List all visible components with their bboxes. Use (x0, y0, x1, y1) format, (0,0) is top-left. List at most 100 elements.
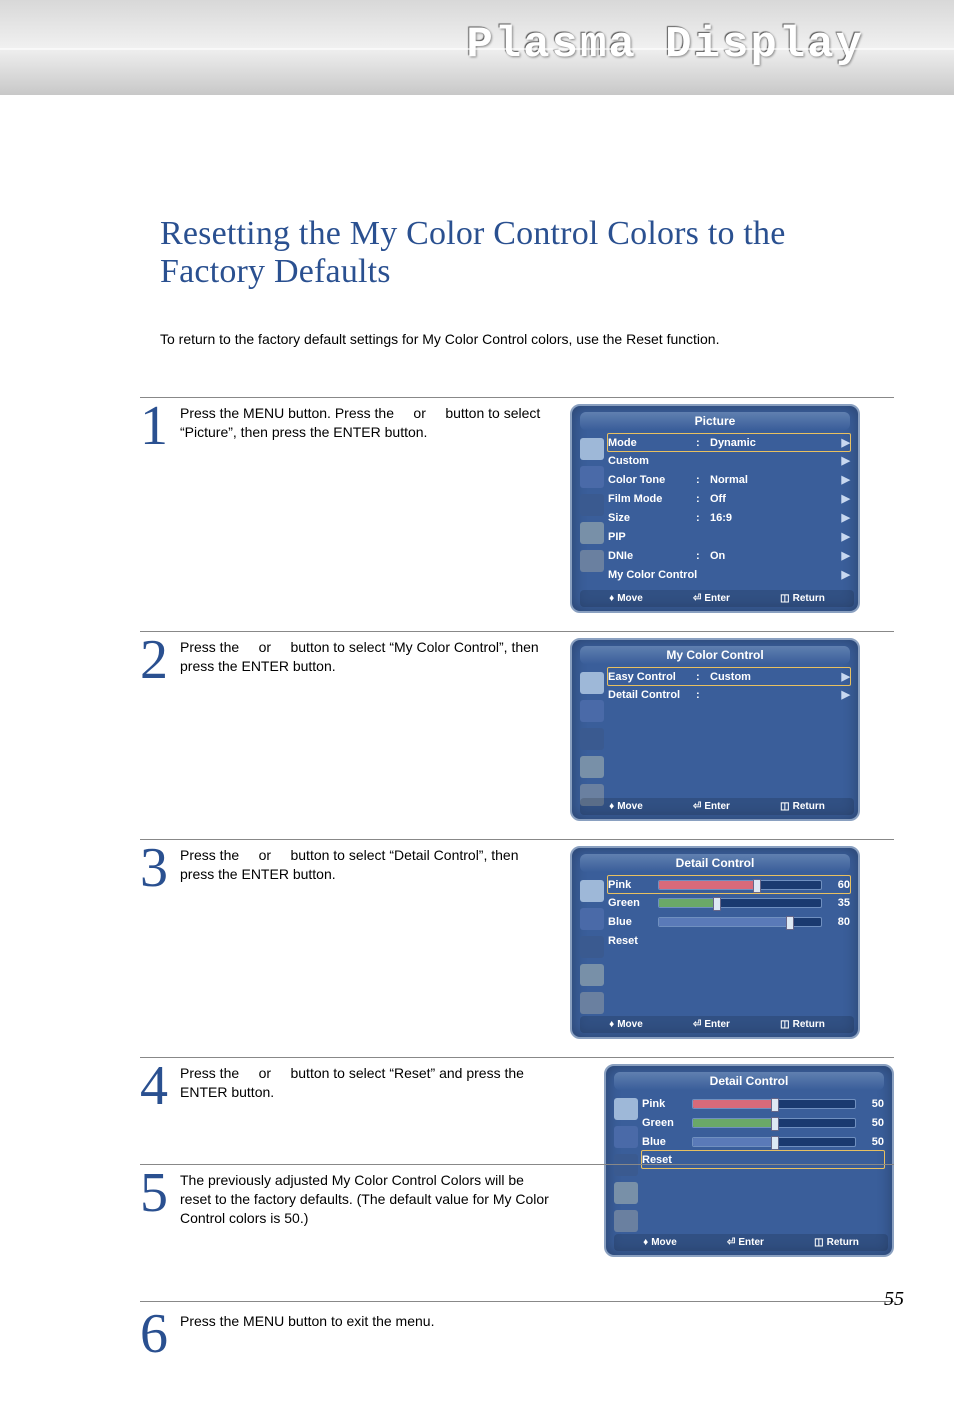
step-num: 3 (140, 846, 180, 891)
chevron-right-icon: ▶ (842, 511, 850, 524)
chevron-right-icon: ▶ (842, 530, 850, 543)
slider-fill (693, 1100, 774, 1108)
row-green[interactable]: Green50 (642, 1113, 884, 1132)
screen-icon (580, 466, 604, 488)
chevron-right-icon: ▶ (842, 549, 850, 562)
step-1: 1 Press the MENU button. Press the or bu… (140, 397, 894, 621)
step-2: 2 Press the or button to select “My Colo… (140, 631, 894, 829)
row-colortone[interactable]: Color Tone:Normal▶ (608, 470, 850, 489)
step-4: 4 Press the or button to select “Reset” … (140, 1057, 894, 1154)
slider-fill (659, 918, 789, 926)
menu-icons (580, 668, 608, 819)
page-heading: Resetting the My Color Control Colors to… (160, 215, 894, 291)
step-text: Press the or button to select “Detail Co… (180, 846, 570, 884)
slider-thumb[interactable] (771, 1098, 779, 1112)
step-text: The previously adjusted My Color Control… (180, 1171, 570, 1228)
channel-icon (580, 522, 604, 544)
slider-thumb[interactable] (771, 1136, 779, 1150)
step-num: 6 (140, 1312, 180, 1357)
enter-icon: ⏎ (693, 593, 701, 604)
row-custom[interactable]: Custom▶ (608, 451, 850, 470)
slider-fill (659, 899, 716, 907)
row-dnie[interactable]: DNIe:On▶ (608, 546, 850, 565)
setup-icon (580, 992, 604, 1014)
chevron-right-icon: ▶ (842, 454, 850, 467)
return-icon: ◫ (780, 1019, 789, 1030)
picture-icon (614, 1098, 638, 1120)
screen-icon (580, 700, 604, 722)
enter-icon: ⏎ (693, 1019, 701, 1030)
step-text: Press the MENU button. Press the or butt… (180, 404, 570, 442)
row-filmmode[interactable]: Film Mode:Off▶ (608, 489, 850, 508)
screen-icon (580, 908, 604, 930)
content: Resetting the My Color Control Colors to… (0, 95, 954, 1412)
osd-mycolor: My Color Control Easy Control:Custom▶ De… (570, 638, 860, 829)
move-icon: ♦ (609, 801, 614, 812)
menu-icons (580, 434, 608, 611)
enter-icon: ⏎ (693, 801, 701, 812)
chevron-right-icon: ▶ (842, 436, 850, 449)
chevron-right-icon: ▶ (842, 568, 850, 581)
step-text: Press the or button to select “My Color … (180, 638, 570, 676)
sound-icon (580, 936, 604, 958)
menu-picture: Picture Mode:Dynamic▶ Custom▶ Col (570, 404, 860, 613)
row-pip[interactable]: PIP▶ (608, 527, 850, 546)
chevron-right-icon: ▶ (842, 473, 850, 486)
slider-fill (693, 1119, 774, 1127)
chevron-right-icon: ▶ (842, 492, 850, 505)
sound-icon (580, 494, 604, 516)
row-easy[interactable]: Easy Control:Custom▶ (607, 667, 851, 686)
menu-footer: ♦Move ⏎Enter ◫Return (580, 590, 854, 607)
intro-text: To return to the factory default setting… (160, 331, 894, 347)
slider-thumb[interactable] (771, 1117, 779, 1131)
setup-icon (580, 550, 604, 572)
row-blue[interactable]: Blue80 (608, 912, 850, 931)
row-green[interactable]: Green35 (608, 893, 850, 912)
row-mycolor[interactable]: My Color Control▶ (608, 565, 850, 584)
slider-fill (693, 1138, 774, 1146)
row-pink[interactable]: Pink50 (642, 1094, 884, 1113)
page-number: 55 (884, 1288, 904, 1311)
menu-title: Detail Control (580, 854, 850, 872)
step-num: 2 (140, 638, 180, 683)
menu-title: Picture (580, 412, 850, 430)
menu-detail: Detail Control Pink60 Green35 Blu (570, 846, 860, 1039)
row-blue[interactable]: Blue50 (642, 1132, 884, 1151)
menu-icons (580, 876, 608, 1037)
step-num: 1 (140, 404, 180, 449)
steps: 1 Press the MENU button. Press the or bu… (140, 397, 894, 1362)
step-num: 5 (140, 1171, 180, 1216)
banner-title: Plasma Display (466, 20, 864, 70)
banner: Plasma Display (0, 0, 954, 95)
slider-thumb[interactable] (786, 916, 794, 930)
step-num: 4 (140, 1064, 180, 1109)
step-3: 3 Press the or button to select “Detail … (140, 839, 894, 1047)
step-text: Press the MENU button to exit the menu. (180, 1312, 570, 1331)
step-5: 5 The previously adjusted My Color Contr… (140, 1164, 894, 1261)
osd-picture: Picture Mode:Dynamic▶ Custom▶ Col (570, 404, 860, 621)
row-detail[interactable]: Detail Control:▶ (608, 685, 850, 704)
step-6: 6 Press the MENU button to exit the menu… (140, 1312, 894, 1362)
row-reset[interactable]: Reset (608, 931, 850, 950)
row-size[interactable]: Size:16:9▶ (608, 508, 850, 527)
osd-detail-before: Detail Control Pink60 Green35 Blu (570, 846, 860, 1047)
return-icon: ◫ (780, 801, 789, 812)
menu-footer: ♦Move ⏎Enter ◫Return (580, 798, 854, 815)
move-icon: ♦ (609, 1019, 614, 1030)
chevron-right-icon: ▶ (842, 670, 850, 683)
screen-icon (614, 1126, 638, 1148)
slider-thumb[interactable] (753, 879, 761, 893)
slider-fill (659, 881, 756, 889)
move-icon: ♦ (609, 593, 614, 604)
picture-icon (580, 672, 604, 694)
menu-footer: ♦Move ⏎Enter ◫Return (580, 1016, 854, 1033)
row-pink[interactable]: Pink60 (607, 875, 851, 894)
chevron-right-icon: ▶ (842, 688, 850, 701)
menu-title: Detail Control (614, 1072, 884, 1090)
return-icon: ◫ (780, 593, 789, 604)
row-mode[interactable]: Mode:Dynamic▶ (607, 433, 851, 452)
step-text: Press the or button to select “Reset” an… (180, 1064, 570, 1102)
slider-thumb[interactable] (713, 897, 721, 911)
menu-mycolor: My Color Control Easy Control:Custom▶ De… (570, 638, 860, 821)
picture-icon (580, 880, 604, 902)
